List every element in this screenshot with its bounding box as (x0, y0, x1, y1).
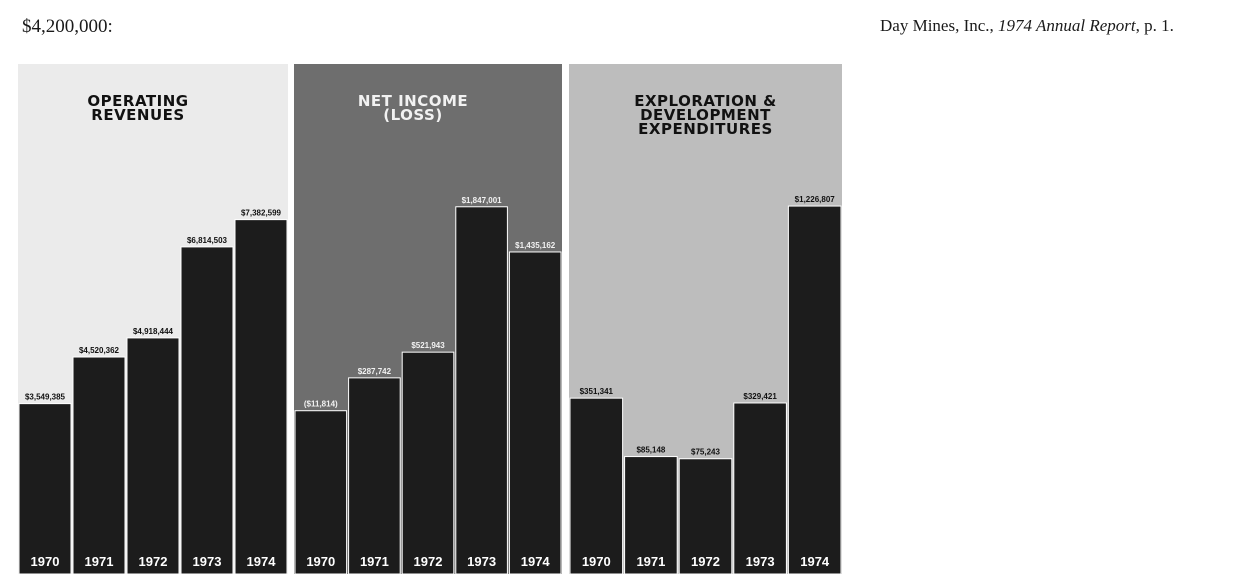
exploration-expenditures-year-label: 1971 (636, 554, 665, 569)
operating-revenues-year-label: 1972 (139, 554, 168, 569)
net-income-title-line: NET INCOME (358, 92, 468, 110)
operating-revenues-title-line: OPERATING (87, 92, 188, 110)
citation-page: , p. 1. (1135, 16, 1174, 35)
net-income-year-label: 1974 (521, 554, 551, 569)
net-income-value-label: $1,847,001 (462, 196, 503, 205)
operating-revenues-bar (18, 403, 72, 575)
source-citation: Day Mines, Inc., 1974 Annual Report, p. … (880, 16, 1174, 36)
net-income-year-label: 1971 (360, 554, 389, 569)
operating-revenues-bar (72, 356, 126, 575)
net-income-value-label: $1,435,162 (515, 241, 556, 250)
operating-revenues-year-label: 1971 (85, 554, 114, 569)
net-income-bar (401, 351, 455, 575)
citation-company: Day Mines, Inc., (880, 16, 999, 35)
net-income-bar (294, 410, 348, 575)
operating-revenues-title-line: REVENUES (91, 106, 184, 124)
exploration-expenditures-title-line: EXPLORATION & (634, 92, 777, 110)
exploration-expenditures-year-label: 1973 (746, 554, 775, 569)
exploration-expenditures-value-label: $351,341 (580, 387, 614, 396)
operating-revenues-bar (180, 246, 234, 575)
net-income-value-label: $521,943 (411, 341, 445, 350)
exploration-expenditures-value-label: $75,243 (691, 448, 720, 457)
operating-revenues-year-label: 1970 (31, 554, 60, 569)
exploration-expenditures-year-label: 1972 (691, 554, 720, 569)
net-income-bar (348, 377, 401, 575)
citation-title: 1974 Annual Report (998, 16, 1136, 35)
exploration-expenditures-bar (733, 402, 787, 575)
net-income-year-label: 1973 (467, 554, 496, 569)
operating-revenues-year-label: 1973 (193, 554, 222, 569)
operating-revenues-bar (126, 337, 180, 575)
net-income-panel: NET INCOME(LOSS) ($11,814) 1970 $287,742 197… (294, 64, 562, 575)
net-income-year-label: 1970 (306, 554, 335, 569)
operating-revenues-value-label: $7,382,599 (241, 209, 282, 218)
exploration-expenditures-bar (569, 397, 624, 575)
operating-revenues-year-label: 1974 (247, 554, 277, 569)
operating-revenues-bar (234, 219, 288, 575)
exploration-expenditures-bar (678, 458, 733, 575)
operating-revenues-value-label: $3,549,385 (25, 393, 66, 402)
exploration-expenditures-title-line: EXPENDITURES (638, 120, 773, 138)
exploration-expenditures-value-label: $329,421 (743, 392, 777, 401)
net-income-bar (508, 251, 562, 575)
exploration-expenditures-bar (787, 205, 842, 575)
operating-revenues-value-label: $4,918,444 (133, 327, 174, 336)
net-income-value-label: $287,742 (358, 367, 392, 376)
net-income-bar (455, 206, 508, 575)
exploration-expenditures-title-line: DEVELOPMENT (640, 106, 771, 124)
exploration-expenditures-bar (624, 456, 678, 575)
operating-revenues-value-label: $4,520,362 (79, 346, 120, 355)
net-income-title-line: (LOSS) (383, 106, 442, 124)
net-income-year-label: 1972 (414, 554, 443, 569)
exploration-expenditures-year-label: 1974 (800, 554, 830, 569)
operating-revenues-value-label: $6,814,503 (187, 236, 228, 245)
exploration-expenditures-value-label: $85,148 (636, 446, 665, 455)
exploration-expenditures-year-label: 1970 (582, 554, 611, 569)
exploration-expenditures-value-label: $1,226,807 (795, 195, 836, 204)
net-income-value-label: ($11,814) (304, 400, 338, 409)
page-header-amount: $4,200,000: (22, 16, 113, 37)
